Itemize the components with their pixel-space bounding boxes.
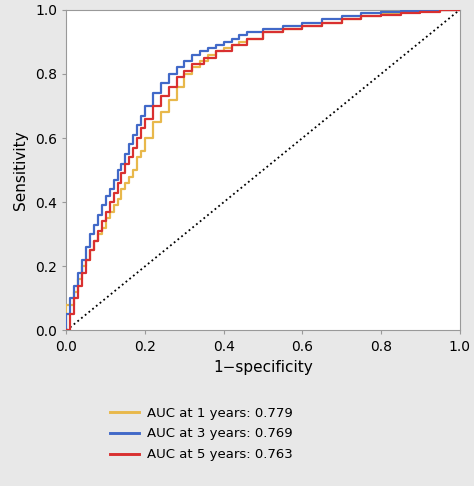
X-axis label: 1−specificity: 1−specificity	[213, 361, 313, 376]
Legend: AUC at 1 years: 0.779, AUC at 3 years: 0.769, AUC at 5 years: 0.763: AUC at 1 years: 0.779, AUC at 3 years: 0…	[104, 401, 298, 467]
Y-axis label: Sensitivity: Sensitivity	[13, 130, 28, 210]
